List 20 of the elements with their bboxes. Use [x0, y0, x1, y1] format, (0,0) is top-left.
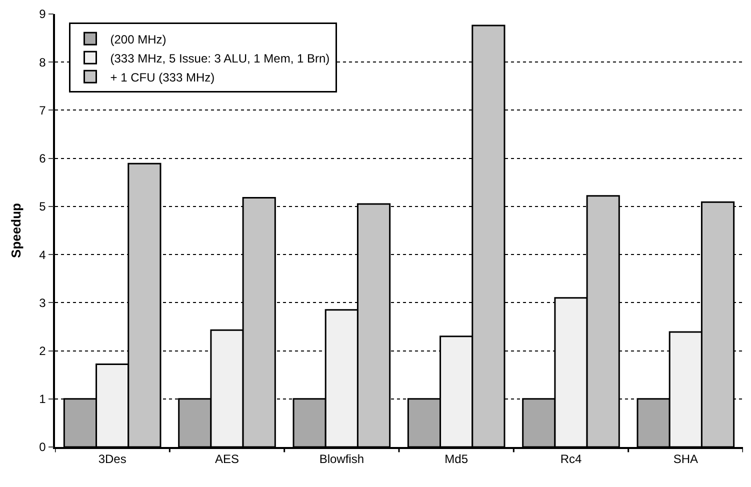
y-tick-label: 3	[39, 296, 46, 310]
y-tick-label: 5	[39, 200, 46, 214]
y-tick-label: 1	[39, 392, 46, 406]
y-axis-title: Speedup	[8, 203, 24, 258]
y-tick-label: 6	[39, 152, 46, 166]
y-tick-label: 2	[39, 344, 46, 358]
y-tick-label: 9	[39, 7, 46, 22]
y-tick-label: 7	[39, 103, 46, 118]
legend-label: (333 MHz, 5 Issue: 3 ALU, 1 Mem, 1 Brn)	[110, 51, 330, 66]
x-tick-label: 3Des	[98, 452, 126, 466]
y-tick-label: 4	[39, 248, 46, 262]
legend-label: (200 MHz)	[110, 32, 166, 46]
x-tick-label: Rc4	[560, 452, 582, 466]
x-tick-label: SHA	[673, 452, 698, 466]
x-tick-label: Blowfish	[319, 452, 364, 466]
legend-label: + 1 CFU (333 MHz)	[110, 70, 215, 84]
y-tick-label: 0	[39, 440, 46, 454]
y-tick-label: 8	[39, 55, 46, 70]
x-tick-label: Md5	[444, 452, 468, 466]
x-tick-label: AES	[214, 452, 240, 466]
